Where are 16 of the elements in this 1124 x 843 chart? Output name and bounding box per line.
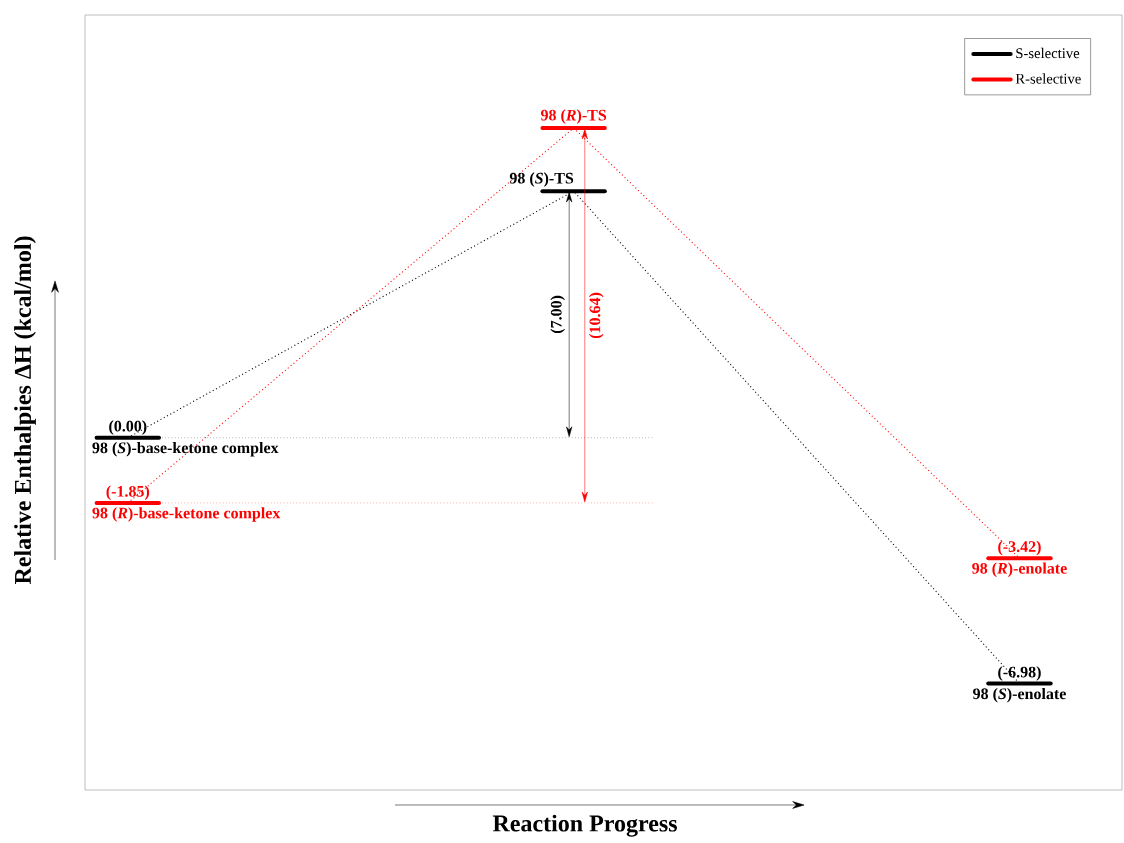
annotation: (10.64) [589,292,604,339]
legend-label: R-selective [1015,73,1081,84]
annotation: 98 (S)-base-ketone complex [92,441,279,457]
data-label: (-1.85) [106,485,150,500]
annotation: 98 (R)-base-ketone complex [92,507,281,522]
x-axis-title: Reaction Progress [492,814,677,837]
data-label: (0.00) [109,420,147,435]
annotation: (7.00) [550,295,565,334]
annotation: 98 (S)-TS [509,172,574,187]
data-label: (-3.42) [998,540,1041,556]
annotation: 98 (S)-enolate [973,687,1066,703]
y-axis-title: Relative Enthalpies ΔH (kcal/mol) [14,236,36,585]
data-label: (-6.98) [998,666,1041,681]
annotation: 98 (R)-TS [540,109,607,124]
legend-label: S-selective [1016,47,1080,59]
annotation: 98 (R)-enolate [972,562,1067,577]
